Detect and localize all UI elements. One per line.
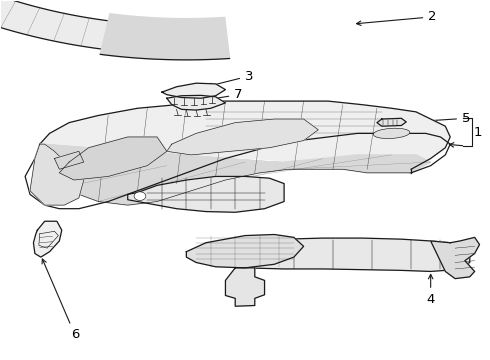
Polygon shape <box>377 118 406 126</box>
Polygon shape <box>54 151 84 169</box>
Polygon shape <box>0 0 186 54</box>
Polygon shape <box>186 234 304 268</box>
Text: 7: 7 <box>202 88 243 102</box>
Text: 5: 5 <box>409 112 470 125</box>
Polygon shape <box>220 238 470 271</box>
Polygon shape <box>225 268 265 306</box>
Polygon shape <box>59 137 167 180</box>
Polygon shape <box>128 176 284 212</box>
Ellipse shape <box>373 128 410 139</box>
Polygon shape <box>167 119 318 155</box>
Polygon shape <box>431 237 480 279</box>
Polygon shape <box>167 95 225 110</box>
Text: 6: 6 <box>42 259 79 341</box>
Text: 1: 1 <box>474 126 482 139</box>
Polygon shape <box>40 144 431 205</box>
Circle shape <box>134 192 146 201</box>
Text: 3: 3 <box>207 69 253 87</box>
Polygon shape <box>40 101 450 205</box>
Polygon shape <box>100 14 230 60</box>
Polygon shape <box>30 144 84 205</box>
Text: 4: 4 <box>426 274 435 306</box>
Text: 2: 2 <box>357 10 437 26</box>
Polygon shape <box>33 221 62 257</box>
Polygon shape <box>162 83 225 98</box>
